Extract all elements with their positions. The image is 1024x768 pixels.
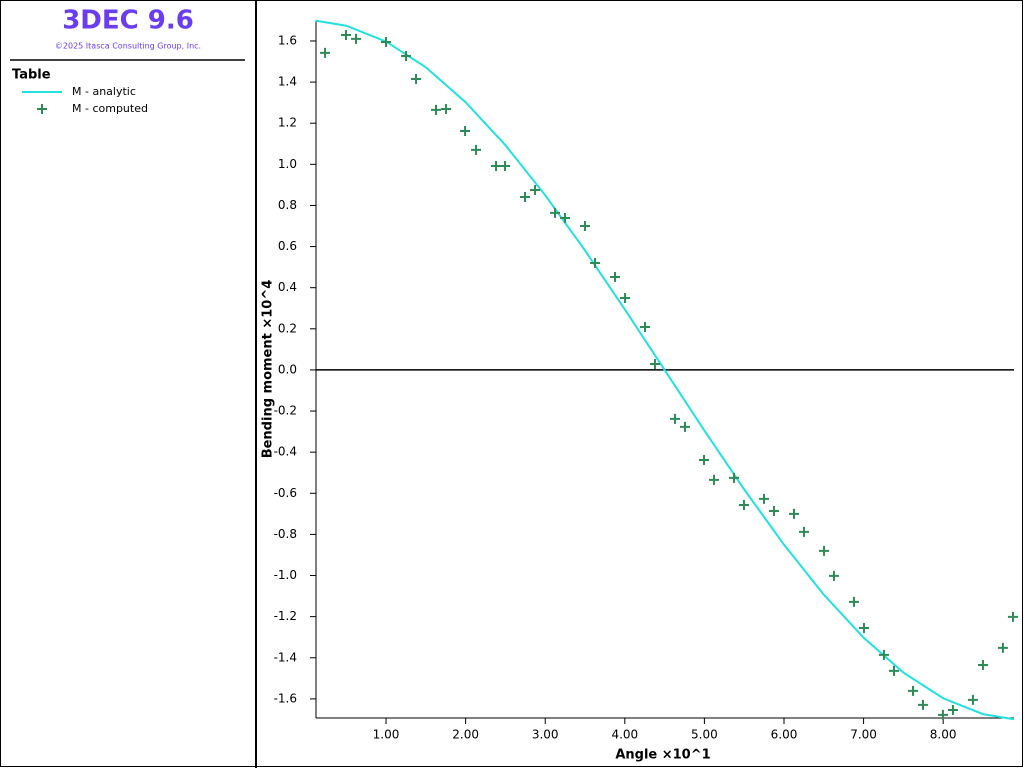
y-tick-label: 0.8 [278,198,297,212]
plus-marker [759,493,770,504]
x-tick-label: 8.00 [930,728,957,742]
plus-marker [848,596,859,607]
plus-marker [768,505,779,516]
legend-label: M - analytic [72,85,136,98]
y-tick-label: -1.2 [274,609,297,623]
app-title: 3DEC 9.6 [62,6,194,36]
y-tick-label: 1.0 [278,157,297,171]
plus-marker [401,50,412,61]
y-tick-label: 0.0 [278,362,297,376]
plus-marker [917,699,928,710]
plus-marker [967,694,978,705]
y-axis-title: Bending moment ×10^4 [261,280,276,459]
plus-marker [590,258,601,269]
y-tick-label: 0.4 [278,280,297,294]
plus-marker [550,207,561,218]
plus-marker [729,472,740,483]
plus-marker [320,47,331,58]
legend-title: Table [12,68,51,83]
y-tick-label: -0.4 [274,445,297,459]
plus-marker [937,709,948,720]
plus-marker [620,292,631,303]
plus-marker [560,212,571,223]
plus-marker [878,649,889,660]
plus-marker [649,358,660,369]
plus-marker [798,526,809,537]
plus-marker [381,36,392,47]
plus-marker [828,570,839,581]
plus-marker [947,704,958,715]
plus-marker [580,221,591,232]
legend: M - analytic M - computed [22,85,148,115]
x-tick-label: 5.00 [691,728,718,742]
plus-marker [610,271,621,282]
y-tick-label: -0.8 [274,527,297,541]
x-tick-label: 1.00 [373,728,400,742]
legend-label: M - computed [72,102,148,115]
plus-marker [908,685,919,696]
plus-marker [471,144,482,155]
x-tick-label: 4.00 [611,728,638,742]
plus-marker [789,508,800,519]
x-tick-label: 2.00 [452,728,479,742]
plus-marker [351,33,362,44]
y-tick-label: 0.2 [278,321,297,335]
plus-marker [819,545,830,556]
y-tick-label: -1.0 [274,568,297,582]
legend-swatch [37,104,47,114]
x-tick-label: 7.00 [850,728,877,742]
y-tick-label: 1.2 [278,116,297,130]
plus-marker [679,421,690,432]
plus-marker [977,659,988,670]
plus-marker [698,454,709,465]
plus-marker [858,622,869,633]
y-tick-label: -0.6 [274,486,297,500]
plus-marker [738,500,749,511]
plus-marker [500,160,511,171]
plus-marker [670,413,681,424]
plus-marker [997,642,1008,653]
analytic-line [315,19,1014,721]
copyright: ©2025 Itasca Consulting Group, Inc. [55,42,201,51]
x-tick-label: 6.00 [771,728,798,742]
y-tick-label: -0.2 [274,404,297,418]
plus-marker [431,104,442,115]
x-tick-label: 3.00 [532,728,559,742]
plus-marker [491,160,502,171]
y-tick-label: 1.6 [278,33,297,47]
plus-marker [888,665,899,676]
y-tick-label: -1.4 [274,650,297,664]
plus-marker [411,74,422,85]
y-tick-label: 1.4 [278,75,297,89]
plus-marker [709,474,720,485]
y-tick-label: 0.6 [278,239,297,253]
plus-marker [460,126,471,137]
plus-marker [640,321,651,332]
y-tick-label: -1.6 [274,691,297,705]
plus-marker [341,30,352,41]
plus-marker [530,185,541,196]
plus-marker [520,192,531,203]
plus-marker [1007,611,1018,622]
plot: 1.6 1.4 1.2 1.0 0.8 0.6 0.4 0.2 0.0 -0.2 -0.4 -0.6 -… [274,19,1018,742]
plus-marker [441,104,452,115]
x-axis-title: Angle ×10^1 [615,748,710,763]
